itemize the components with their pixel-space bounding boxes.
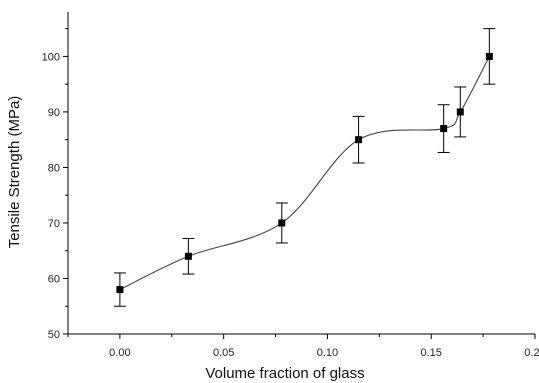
x-tick-label: 0.05 xyxy=(213,347,234,359)
data-point xyxy=(184,252,192,260)
data-point xyxy=(440,125,448,133)
data-point xyxy=(116,286,124,294)
plot-area xyxy=(113,28,496,307)
x-tick-label: 0.15 xyxy=(421,347,442,359)
y-tick-label: 60 xyxy=(48,273,60,285)
series-line xyxy=(119,56,490,291)
y-axis-label: Tensile Strength (MPa) xyxy=(6,96,23,249)
data-point xyxy=(456,108,464,116)
y-tick-label: 80 xyxy=(48,162,60,174)
y-tick-label: 90 xyxy=(48,107,60,119)
data-point xyxy=(278,219,286,227)
x-tick-label: 0.10 xyxy=(317,347,338,359)
y-tick-label: 70 xyxy=(48,218,60,230)
y-tick-label: 50 xyxy=(48,329,60,341)
axes: 0.00 0.05 0.10 0.15 0.20 50 60 70 80 90 100 xyxy=(42,12,539,359)
data-point xyxy=(485,52,493,60)
x-tick-label: 0.00 xyxy=(109,347,130,359)
x-tick-label: 0.20 xyxy=(524,347,539,359)
data-point xyxy=(355,136,363,144)
y-tick-label: 100 xyxy=(42,51,60,63)
x-axis-label: Volume fraction of glass xyxy=(205,365,364,382)
